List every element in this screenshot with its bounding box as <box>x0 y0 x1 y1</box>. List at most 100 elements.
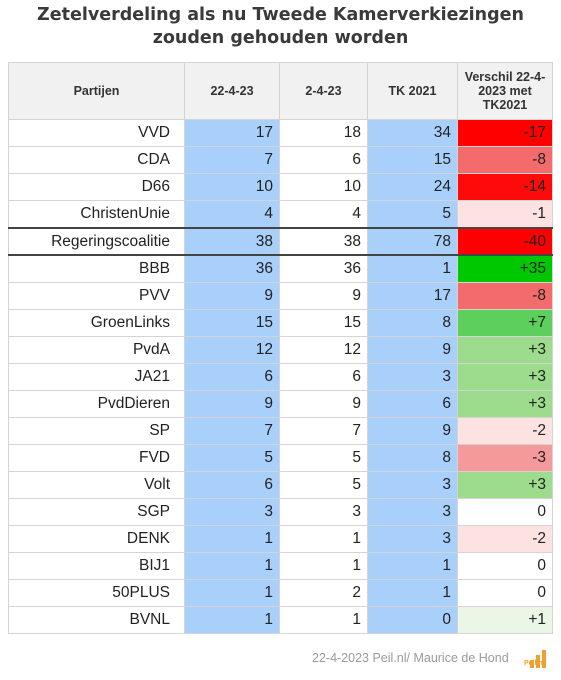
table-row: BIJ1 1 1 1 0 <box>8 552 553 580</box>
table-row: SGP 3 3 3 0 <box>8 498 553 526</box>
difference-cell: -17 <box>457 119 553 147</box>
difference-cell: +1 <box>457 606 553 634</box>
difference-cell: -40 <box>457 227 553 256</box>
party-cell: BVNL <box>8 606 185 634</box>
party-cell: PvdA <box>8 336 185 364</box>
seats-2-4-23-cell: 1 <box>279 552 368 580</box>
difference-cell: -8 <box>457 282 553 310</box>
difference-cell: +7 <box>457 309 553 337</box>
seats-2-4-23-cell: 1 <box>279 525 368 553</box>
seats-22-4-23-cell: 12 <box>184 336 280 364</box>
difference-cell: -3 <box>457 444 553 472</box>
seats-2-4-23-cell: 5 <box>279 471 368 499</box>
coalition-row: Regeringscoalitie 38 38 78 -40 <box>8 227 553 256</box>
table-row: 50PLUS 1 2 1 0 <box>8 579 553 607</box>
seats-22-4-23-cell: 1 <box>184 525 280 553</box>
seats-tk2021-cell: 15 <box>367 146 458 174</box>
table-row: GroenLinks 15 15 8 +7 <box>8 309 553 337</box>
party-cell: BIJ1 <box>8 552 185 580</box>
seats-22-4-23-cell: 9 <box>184 282 280 310</box>
seats-2-4-23-cell: 2 <box>279 579 368 607</box>
seats-22-4-23-cell: 10 <box>184 173 280 201</box>
table-row: DENK 1 1 3 -2 <box>8 525 553 553</box>
difference-cell: 0 <box>457 579 553 607</box>
seat-table: Partijen 22-4-23 2-4-23 TK 2021 Verschil… <box>8 62 553 634</box>
party-cell: DENK <box>8 525 185 553</box>
party-cell: SP <box>8 417 185 445</box>
seats-2-4-23-cell: 1 <box>279 606 368 634</box>
seats-tk2021-cell: 5 <box>367 200 458 229</box>
difference-cell: 0 <box>457 498 553 526</box>
header-diff: Verschil 22-4-2023 met TK2021 <box>457 62 553 120</box>
party-cell: D66 <box>8 173 185 201</box>
seats-tk2021-cell: 3 <box>367 525 458 553</box>
table-row: JA21 6 6 3 +3 <box>8 363 553 391</box>
party-cell: Regeringscoalitie <box>8 227 185 256</box>
seats-tk2021-cell: 9 <box>367 417 458 445</box>
seats-22-4-23-cell: 9 <box>184 390 280 418</box>
difference-cell: -2 <box>457 525 553 553</box>
table-row: CDA 7 6 15 -8 <box>8 146 553 174</box>
header-prev: 2-4-23 <box>279 62 368 120</box>
seats-2-4-23-cell: 18 <box>279 119 368 147</box>
seats-22-4-23-cell: 7 <box>184 146 280 174</box>
party-cell: FVD <box>8 444 185 472</box>
seats-22-4-23-cell: 1 <box>184 606 280 634</box>
chart-title: Zetelverdeling als nu Tweede Kamerverkie… <box>37 5 524 48</box>
table-row: Volt 6 5 3 +3 <box>8 471 553 499</box>
seats-tk2021-cell: 8 <box>367 309 458 337</box>
seats-tk2021-cell: 3 <box>367 471 458 499</box>
header-party: Partijen <box>8 62 185 120</box>
table-row: D66 10 10 24 -14 <box>8 173 553 201</box>
seats-tk2021-cell: 17 <box>367 282 458 310</box>
seats-tk2021-cell: 34 <box>367 119 458 147</box>
seats-2-4-23-cell: 38 <box>279 227 368 256</box>
party-cell: CDA <box>8 146 185 174</box>
seats-22-4-23-cell: 38 <box>184 227 280 256</box>
difference-cell: +35 <box>457 254 553 283</box>
seats-2-4-23-cell: 6 <box>279 146 368 174</box>
party-cell: BBB <box>8 254 185 283</box>
party-cell: PvdDieren <box>8 390 185 418</box>
header-now: 22-4-23 <box>184 62 280 120</box>
seats-22-4-23-cell: 36 <box>184 254 280 283</box>
seats-22-4-23-cell: 5 <box>184 444 280 472</box>
seats-22-4-23-cell: 15 <box>184 309 280 337</box>
seats-22-4-23-cell: 1 <box>184 579 280 607</box>
table-row: PvdDieren 9 9 6 +3 <box>8 390 553 418</box>
party-cell: 50PLUS <box>8 579 185 607</box>
table-row: PvdA 12 12 9 +3 <box>8 336 553 364</box>
seats-22-4-23-cell: 17 <box>184 119 280 147</box>
difference-cell: +3 <box>457 471 553 499</box>
table-row: ChristenUnie 4 4 5 -1 <box>8 200 553 229</box>
table-body: VVD 17 18 34 -17 CDA 7 6 15 -8 D66 10 10 24 -14 Christe… <box>8 119 553 634</box>
seats-tk2021-cell: 9 <box>367 336 458 364</box>
table-row: SP 7 7 9 -2 <box>8 417 553 445</box>
table-header: Partijen 22-4-23 2-4-23 TK 2021 Verschil… <box>8 62 553 120</box>
seats-22-4-23-cell: 6 <box>184 363 280 391</box>
seats-2-4-23-cell: 15 <box>279 309 368 337</box>
seats-2-4-23-cell: 4 <box>279 200 368 229</box>
seats-22-4-23-cell: 3 <box>184 498 280 526</box>
difference-cell: -2 <box>457 417 553 445</box>
seats-2-4-23-cell: 6 <box>279 363 368 391</box>
seats-tk2021-cell: 24 <box>367 173 458 201</box>
seats-2-4-23-cell: 5 <box>279 444 368 472</box>
difference-cell: -1 <box>457 200 553 229</box>
seats-2-4-23-cell: 9 <box>279 282 368 310</box>
table-row: VVD 17 18 34 -17 <box>8 119 553 147</box>
seats-tk2021-cell: 1 <box>367 552 458 580</box>
seats-tk2021-cell: 78 <box>367 227 458 256</box>
difference-cell: +3 <box>457 336 553 364</box>
seats-22-4-23-cell: 7 <box>184 417 280 445</box>
party-cell: GroenLinks <box>8 309 185 337</box>
seats-2-4-23-cell: 12 <box>279 336 368 364</box>
seats-tk2021-cell: 6 <box>367 390 458 418</box>
seats-2-4-23-cell: 36 <box>279 254 368 283</box>
party-cell: ChristenUnie <box>8 200 185 229</box>
seats-2-4-23-cell: 7 <box>279 417 368 445</box>
seats-2-4-23-cell: 3 <box>279 498 368 526</box>
source-footer: 22-4-2023 Peil.nl/ Maurice de Hond <box>312 651 509 665</box>
logo-text: Peil.nl <box>524 660 545 667</box>
table-row: FVD 5 5 8 -3 <box>8 444 553 472</box>
